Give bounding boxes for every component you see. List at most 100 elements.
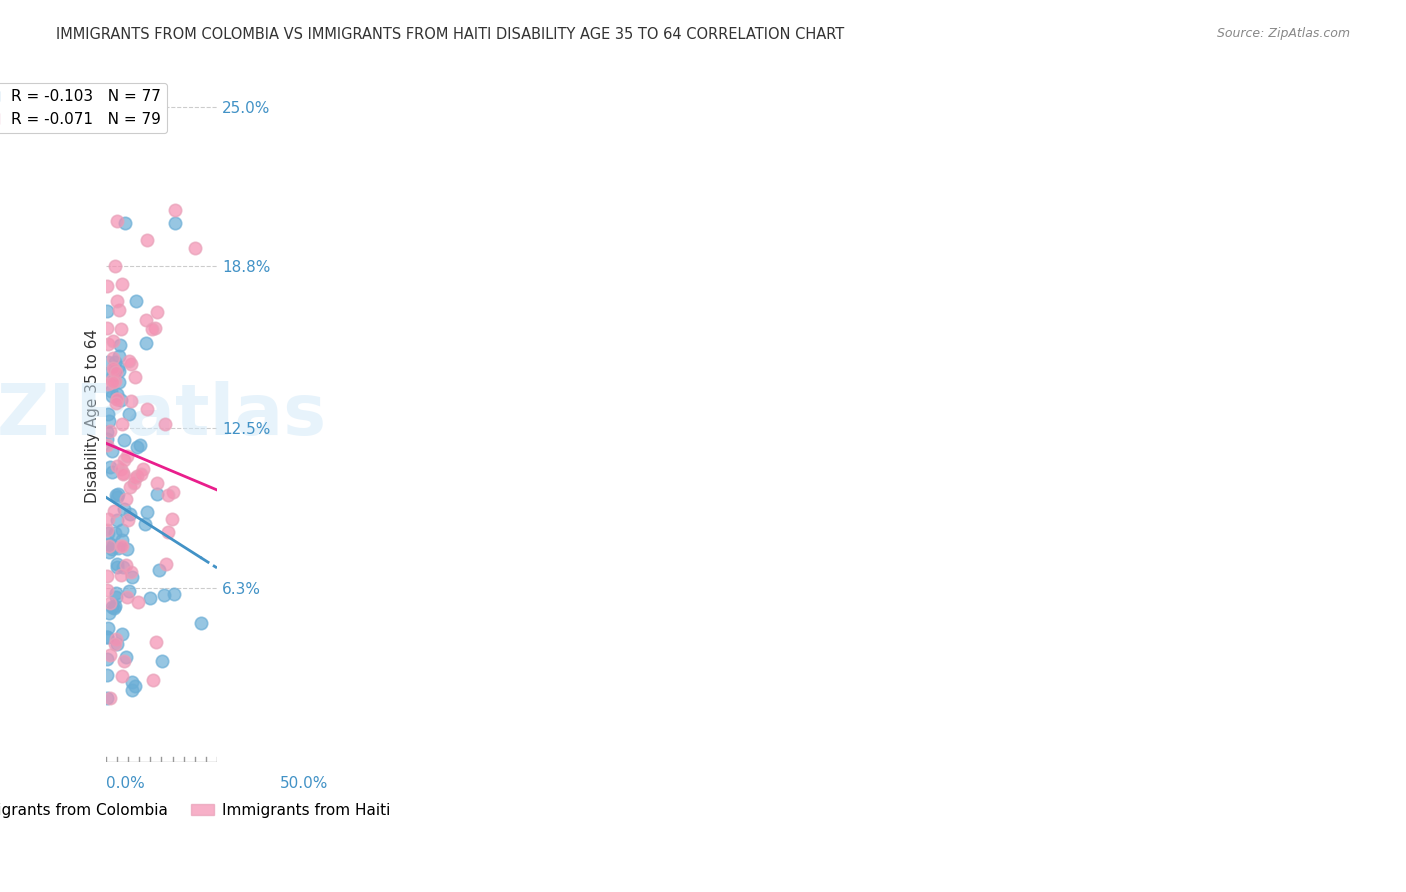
Point: [98, 537, 121, 551]
Point: [129, 467, 152, 482]
Point: [104, 396, 127, 410]
Point: [110, 392, 132, 407]
Point: [105, 513, 128, 527]
Point: [96, 691, 118, 706]
Point: [96, 425, 118, 440]
Point: [111, 533, 134, 548]
Point: [108, 376, 131, 390]
Text: ZIPatlas: ZIPatlas: [0, 381, 326, 450]
Point: [122, 475, 145, 490]
Point: [135, 335, 157, 350]
Point: [107, 487, 129, 501]
Point: [100, 384, 122, 398]
Point: [124, 679, 146, 693]
Point: [121, 683, 143, 698]
Point: [96, 652, 118, 666]
Point: [155, 557, 177, 571]
Point: [97, 376, 120, 391]
Text: IMMIGRANTS FROM COLOMBIA VS IMMIGRANTS FROM HAITI DISABILITY AGE 35 TO 64 CORREL: IMMIGRANTS FROM COLOMBIA VS IMMIGRANTS F…: [56, 27, 845, 42]
Point: [105, 293, 128, 308]
Point: [101, 334, 124, 349]
Point: [97, 545, 120, 559]
Point: [120, 565, 142, 579]
Point: [184, 242, 207, 256]
Point: [104, 586, 127, 600]
Point: [104, 637, 127, 651]
Point: [125, 440, 148, 454]
Legend: Immigrants from Colombia, Immigrants from Haiti: Immigrants from Colombia, Immigrants fro…: [0, 797, 396, 824]
Point: [98, 460, 121, 475]
Point: [100, 465, 122, 479]
Point: [129, 437, 152, 451]
Point: [143, 321, 166, 335]
Point: [107, 541, 129, 555]
Point: [105, 557, 128, 571]
Point: [117, 542, 139, 557]
Point: [112, 452, 135, 467]
Point: [98, 648, 121, 663]
Point: [98, 539, 121, 553]
Point: [97, 355, 120, 369]
Point: [112, 654, 135, 668]
Point: [104, 259, 127, 273]
Point: [112, 560, 135, 574]
Point: [153, 417, 176, 431]
Point: [96, 523, 118, 537]
Point: [104, 354, 127, 368]
Point: [120, 393, 142, 408]
Point: [127, 595, 149, 609]
Point: [112, 466, 135, 480]
Point: [163, 587, 186, 601]
Point: [146, 487, 169, 501]
Point: [101, 368, 124, 383]
Point: [190, 615, 212, 630]
Point: [111, 626, 134, 640]
Point: [117, 513, 139, 527]
Point: [121, 675, 143, 690]
Text: 0.0%: 0.0%: [105, 776, 145, 791]
Point: [105, 392, 128, 407]
Point: [162, 485, 184, 500]
Point: [110, 322, 132, 336]
Point: [97, 526, 120, 541]
Point: [105, 214, 128, 228]
Point: [96, 368, 118, 383]
Point: [97, 337, 120, 351]
Point: [96, 438, 118, 452]
Point: [120, 480, 142, 494]
Point: [117, 450, 139, 464]
Point: [105, 490, 128, 504]
Point: [118, 407, 141, 421]
Point: [96, 569, 118, 583]
Point: [163, 216, 186, 230]
Point: [110, 567, 132, 582]
Point: [98, 424, 121, 438]
Point: [104, 488, 127, 502]
Point: [101, 376, 124, 390]
Point: [115, 492, 138, 507]
Point: [135, 506, 157, 520]
Point: [101, 389, 124, 403]
Point: [136, 402, 159, 417]
Point: [104, 526, 127, 541]
Point: [112, 467, 135, 481]
Point: [98, 596, 121, 610]
Point: [125, 469, 148, 483]
Point: [157, 488, 180, 502]
Point: [125, 293, 148, 308]
Point: [108, 302, 131, 317]
Point: [105, 386, 128, 401]
Point: [108, 338, 131, 352]
Point: [121, 358, 143, 372]
Point: [135, 313, 157, 327]
Point: [146, 305, 169, 319]
Point: [103, 504, 125, 518]
Point: [105, 365, 128, 379]
Point: [105, 560, 128, 574]
Point: [96, 304, 118, 318]
Point: [104, 374, 127, 388]
Point: [96, 630, 118, 644]
Point: [141, 321, 163, 335]
Point: [118, 583, 141, 598]
Point: [124, 471, 146, 485]
